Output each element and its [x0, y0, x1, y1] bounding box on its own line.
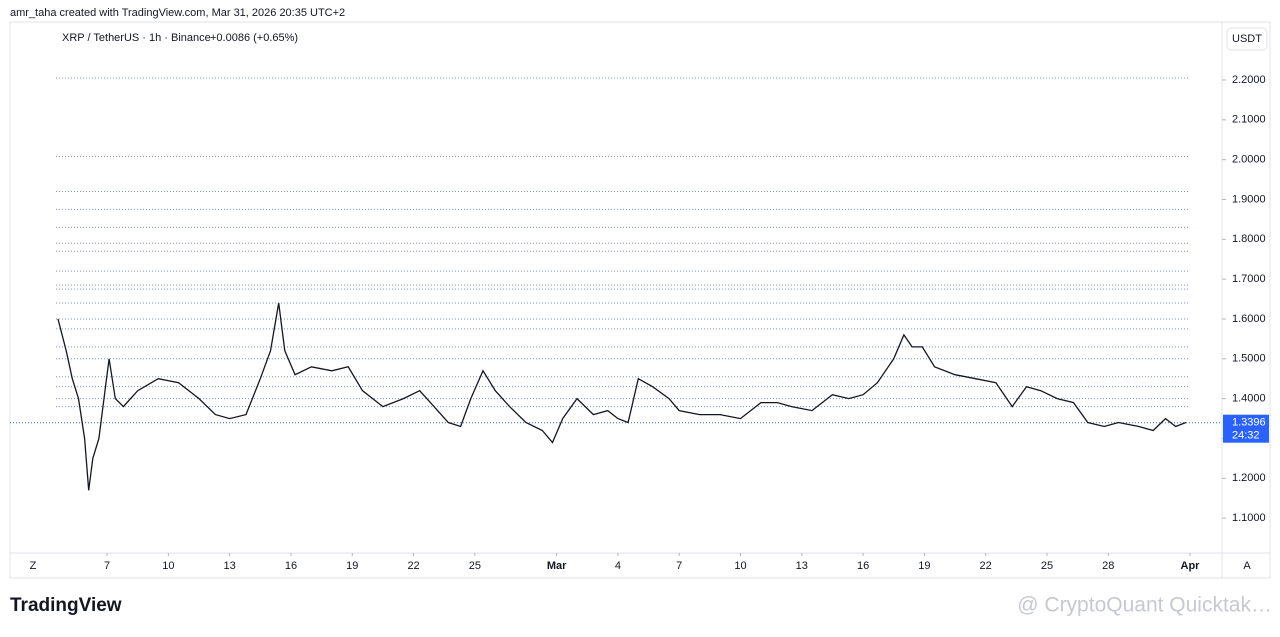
x-tick-label: 16: [285, 560, 297, 572]
x-tick-label: 7: [104, 560, 110, 572]
x-tick-label: 25: [1041, 560, 1053, 572]
header: amr_taha created with TradingView.com, M…: [10, 7, 345, 19]
corner-right[interactable]: A: [1243, 560, 1251, 572]
y-tick-label: 2.2000: [1232, 74, 1266, 86]
plot: 1.10001.20001.30001.40001.50001.60001.70…: [10, 74, 1269, 572]
symbol: XRP / TetherUS · 1h · Binance: [62, 32, 211, 44]
x-tick-label: 10: [734, 560, 746, 572]
x-tick-label: Apr: [1181, 560, 1201, 572]
x-tick-label: 22: [407, 560, 419, 572]
x-tick-label: 13: [796, 560, 808, 572]
watermark: @ CryptoQuant Quicktak…: [1017, 594, 1272, 617]
y-tick-label: 2.1000: [1232, 114, 1266, 126]
chart-frame: [9, 21, 1271, 579]
y-tick-label: 1.1000: [1232, 512, 1266, 524]
last-price-box: [1223, 414, 1269, 443]
y-tick-label: 1.2000: [1232, 472, 1266, 484]
currency[interactable]: USDT: [1232, 33, 1262, 45]
y-tick-label: 1.6000: [1232, 313, 1266, 325]
countdown: 24:32: [1232, 430, 1260, 442]
last-price: 1.3396: [1232, 417, 1266, 429]
x-tick-label: 4: [615, 560, 621, 572]
corner-left[interactable]: Z: [30, 560, 37, 572]
x-tick-label: 22: [980, 560, 992, 572]
x-tick-label: 7: [676, 560, 682, 572]
y-tick-label: 1.4000: [1232, 393, 1266, 405]
y-tick-label: 1.8000: [1232, 233, 1266, 245]
x-tick-label: 16: [857, 560, 869, 572]
x-tick-label: Mar: [547, 560, 567, 572]
y-tick-label: 2.0000: [1232, 154, 1266, 166]
x-tick-label: 28: [1102, 560, 1114, 572]
y-tick-label: 1.7000: [1232, 273, 1266, 285]
y-tick-label: 1.5000: [1232, 353, 1266, 365]
x-tick-label: 19: [918, 560, 930, 572]
x-tick-label: 13: [224, 560, 236, 572]
x-tick-label: 10: [162, 560, 174, 572]
currency-button[interactable]: [1226, 27, 1268, 51]
logo: TradingView: [10, 595, 122, 616]
change: +0.0086 (+0.65%): [210, 32, 298, 44]
price-line: [57, 302, 1187, 491]
x-tick-label: 25: [469, 560, 481, 572]
y-tick-label: 1.9000: [1232, 193, 1266, 205]
x-tick-label: 19: [346, 560, 358, 572]
